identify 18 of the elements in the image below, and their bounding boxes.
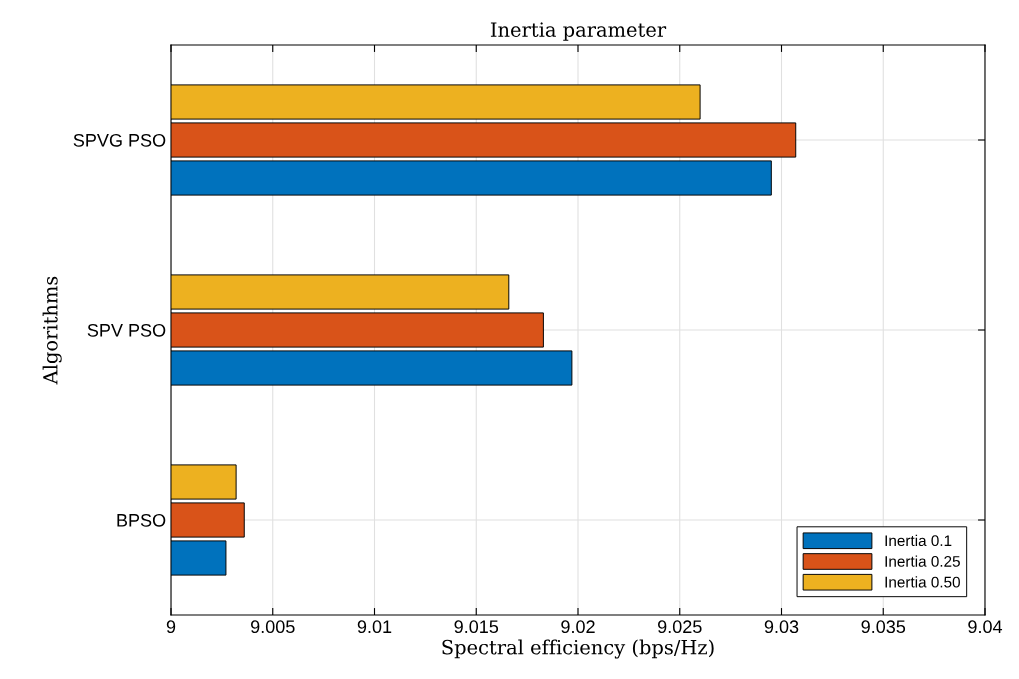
x-tick-label: 9.035 (861, 620, 906, 634)
legend-label: Inertia 0.1 (885, 534, 952, 547)
y-tick-label: BPSO (117, 513, 166, 527)
x-tick-label: 9.005 (251, 620, 295, 634)
chart-title: Inertia parameter (490, 22, 667, 41)
y-tick-label: SPVG PSO (73, 133, 166, 147)
y-tick-label: SPV PSO (87, 323, 166, 337)
x-tick-label: 9.03 (764, 620, 799, 634)
x-tick-label: 9.02 (561, 620, 595, 634)
x-tick-label: 9.04 (968, 620, 1003, 634)
x-tick-label: 9.015 (454, 620, 499, 634)
legend-label: Inertia 0.25 (885, 555, 960, 567)
x-tick-label: 9.025 (658, 620, 702, 634)
x-tick-label: 9 (166, 620, 176, 634)
x-tick-label: 9.01 (357, 620, 392, 634)
legend-label: Inertia 0.50 (885, 576, 960, 588)
y-axis-title: Algorithms (42, 276, 62, 385)
x-axis-title: Spectral efficiency (bps/Hz) (442, 639, 714, 659)
